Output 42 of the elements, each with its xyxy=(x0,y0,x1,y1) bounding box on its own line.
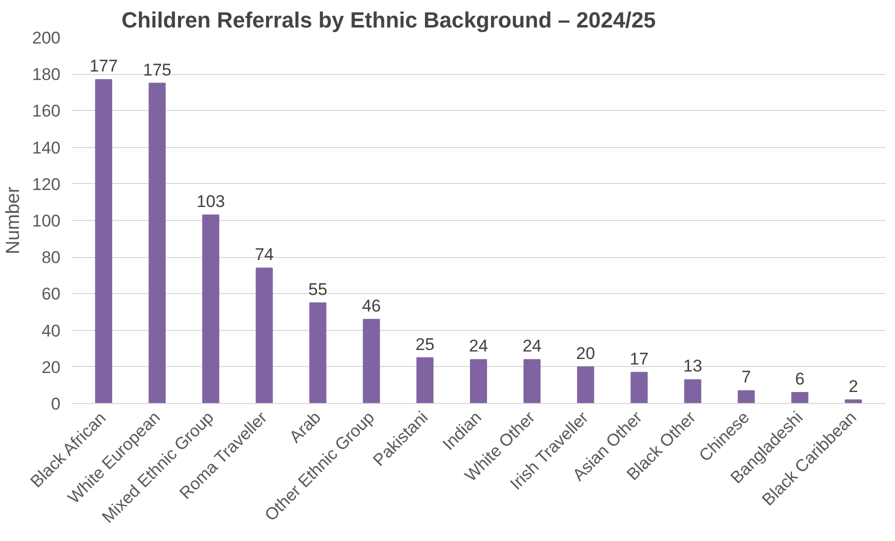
y-tick-label: 200 xyxy=(32,28,61,48)
data-label: 13 xyxy=(683,356,702,376)
bar xyxy=(416,357,434,404)
bar xyxy=(630,372,648,404)
data-label: 55 xyxy=(308,280,328,299)
bar xyxy=(524,359,541,404)
bar xyxy=(577,366,594,404)
bar xyxy=(470,359,488,404)
y-tick-label: 100 xyxy=(32,212,61,230)
data-label: 2 xyxy=(848,376,858,396)
data-label: 6 xyxy=(795,370,805,389)
y-tick-label: 160 xyxy=(32,102,61,121)
data-label: 7 xyxy=(742,368,752,387)
bar xyxy=(256,268,273,404)
y-tick-label: 140 xyxy=(32,138,61,158)
data-label: 24 xyxy=(522,336,542,356)
data-label: 20 xyxy=(576,344,596,363)
y-tick-label: 120 xyxy=(32,174,61,194)
bar xyxy=(309,302,326,404)
data-label: 17 xyxy=(630,349,649,368)
bar xyxy=(684,379,702,404)
bar xyxy=(202,214,220,404)
y-tick-label: 60 xyxy=(42,284,61,304)
bar xyxy=(95,79,112,404)
data-label: 177 xyxy=(89,56,118,76)
y-tick-label: 180 xyxy=(32,65,61,84)
bar xyxy=(791,392,808,404)
y-tick-label: 80 xyxy=(42,248,61,268)
y-tick-label: 20 xyxy=(42,358,61,377)
data-label: 175 xyxy=(143,60,172,80)
y-axis-title: Number xyxy=(3,186,24,254)
y-tick-label: 40 xyxy=(42,321,61,340)
chart-title: Children Referrals by Ethnic Background – 2024/25 xyxy=(122,8,656,32)
data-label: 103 xyxy=(196,192,225,212)
y-tick-label: 0 xyxy=(51,394,61,414)
bar xyxy=(362,318,380,404)
data-label: 25 xyxy=(415,334,434,354)
bar xyxy=(148,82,166,404)
data-label: 74 xyxy=(254,245,274,264)
data-label: 24 xyxy=(469,336,488,356)
bar xyxy=(738,390,755,404)
data-label: 46 xyxy=(362,296,381,316)
